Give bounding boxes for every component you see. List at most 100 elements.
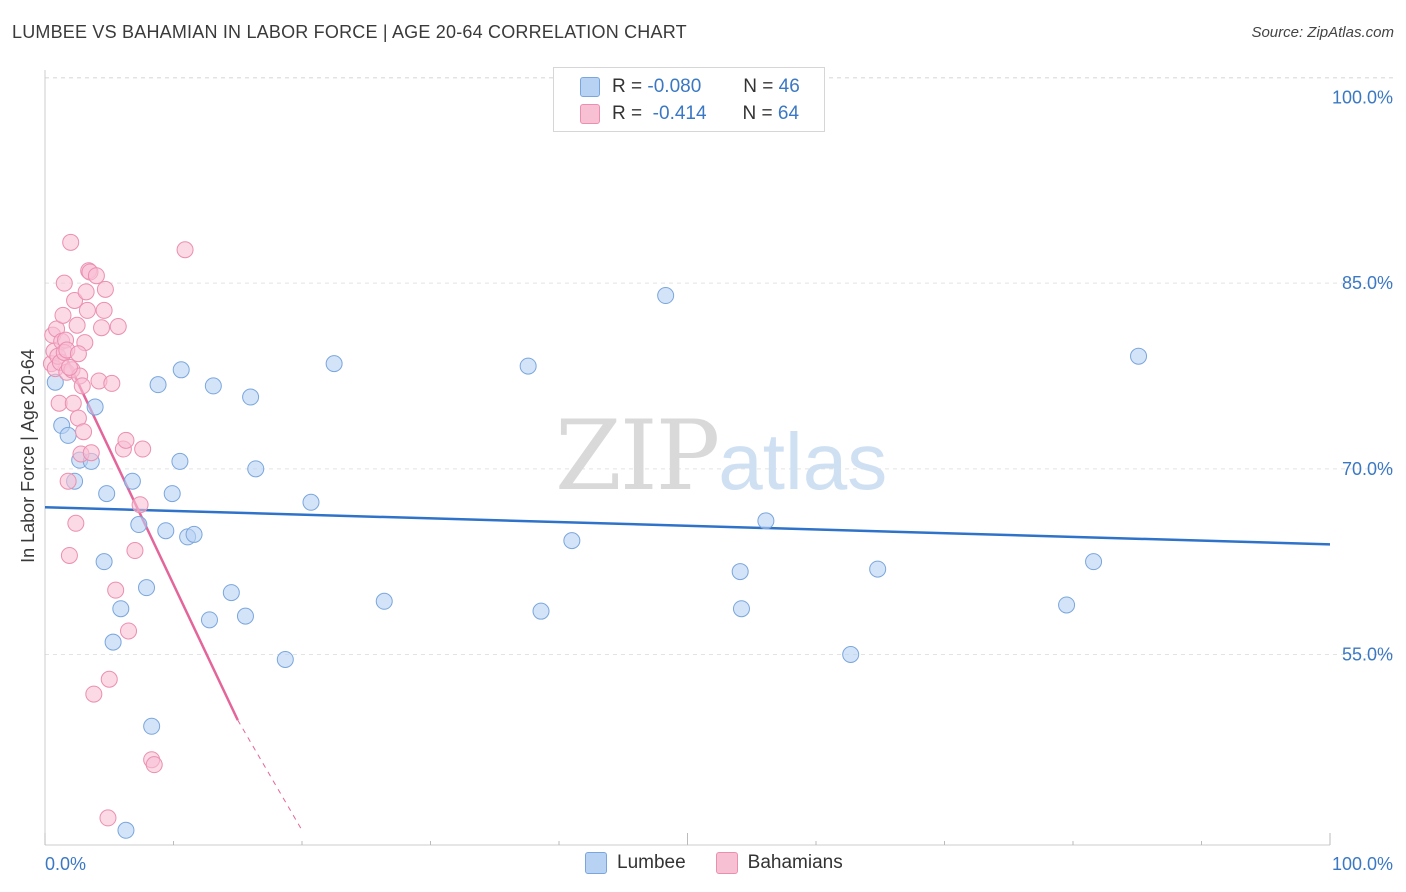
bahamians-point: [134, 440, 152, 458]
bahamians-point: [62, 233, 80, 251]
r-label: R =: [612, 103, 643, 124]
bahamians-point: [176, 241, 194, 259]
lumbee-point: [130, 516, 148, 534]
lumbee-point: [163, 485, 181, 503]
bahamians-point: [96, 280, 114, 298]
series-legend: Lumbee Bahamians: [585, 852, 873, 874]
lumbee-point: [563, 532, 581, 550]
lumbee-point: [86, 398, 104, 416]
bahamians-point: [77, 283, 95, 301]
legend-label: Lumbee: [617, 852, 686, 873]
lumbee-point: [842, 646, 860, 663]
n-value: 46: [778, 76, 800, 97]
lumbee-point: [171, 452, 189, 470]
lumbee-swatch: [580, 77, 600, 97]
bahamians-point: [50, 394, 68, 412]
lumbee-point: [325, 355, 343, 373]
lumbee-point: [200, 611, 218, 629]
lumbee-point: [172, 361, 190, 379]
lumbee-point: [869, 560, 887, 578]
bahamians-point: [107, 581, 125, 599]
source-label: Source: ZipAtlas.com: [1251, 24, 1394, 41]
legend-label: Bahamians: [747, 852, 843, 873]
y-tick-label: 55.0%: [1342, 645, 1393, 665]
lumbee-point: [375, 592, 393, 610]
lumbee-point: [157, 522, 175, 540]
lumbee-point: [242, 388, 260, 406]
legend-item-lumbee: Lumbee: [585, 852, 686, 874]
n-value: 64: [777, 103, 800, 124]
lumbee-point: [95, 553, 113, 571]
lumbee-point: [519, 357, 537, 375]
x-tick-labels: 0.0% 100.0%: [45, 854, 1393, 874]
bahamians-point: [78, 301, 96, 319]
bahamians-point: [75, 423, 93, 441]
bahamians-point: [120, 622, 138, 640]
lumbee-point: [732, 600, 750, 618]
x-tick-label: 0.0%: [45, 854, 86, 874]
lumbee-point: [1085, 553, 1103, 571]
lumbee-point: [532, 602, 550, 620]
bahamians-point: [100, 670, 118, 688]
bahamians-point: [64, 394, 82, 412]
n-label: N =: [742, 103, 773, 124]
data-points: [42, 233, 1148, 839]
bahamians-point: [73, 377, 91, 395]
bahamians-point: [68, 316, 86, 334]
grid-lines: [45, 77, 1393, 655]
legend-row-bahamians: R = -0.414 N = 64: [580, 102, 799, 126]
bahamians-point: [99, 809, 117, 827]
lumbee-point: [149, 376, 167, 394]
bahamians-point: [82, 444, 100, 462]
bahamians-point: [55, 274, 73, 292]
lumbee-point: [143, 717, 161, 735]
bahamians-point: [93, 319, 111, 337]
watermark: ZIPatlas: [555, 400, 888, 512]
lumbee-point: [204, 377, 222, 395]
lumbee-swatch: [585, 852, 607, 874]
bahamians-point: [85, 685, 103, 703]
lumbee-point: [757, 512, 775, 530]
lumbee-point: [185, 525, 203, 543]
r-label: R =: [612, 76, 643, 97]
lumbee-point: [1058, 596, 1076, 614]
lumbee-trend-line: [44, 505, 1331, 546]
lumbee-point: [1130, 347, 1148, 365]
bahamians-swatch: [715, 852, 738, 874]
bahamians-point: [117, 431, 135, 449]
y-tick-label: 85.0%: [1342, 273, 1393, 293]
bahamians-point: [54, 306, 72, 324]
bahamians-point: [87, 267, 105, 285]
bahamians-point: [131, 496, 149, 514]
bahamians-point: [60, 546, 78, 564]
bahamians-point: [145, 756, 163, 774]
bahamians-point: [67, 514, 85, 532]
y-tick-labels: 100.0% 85.0% 70.0% 55.0%: [1332, 88, 1393, 665]
lumbee-point: [112, 600, 130, 618]
lumbee-point: [98, 485, 116, 503]
y-tick-label: 100.0%: [1332, 88, 1393, 108]
y-axis-label: In Labor Force | Age 20-64: [18, 349, 38, 563]
lumbee-point: [276, 650, 294, 668]
lumbee-point: [302, 493, 320, 511]
legend-row-lumbee: R = -0.080 N = 46: [580, 75, 800, 99]
bahamians-point: [109, 317, 127, 335]
lumbee-point: [236, 607, 254, 625]
x-tick-label: 100.0%: [1332, 854, 1393, 874]
lumbee-point: [138, 579, 156, 597]
lumbee-point: [247, 460, 265, 478]
bahamians-point: [60, 358, 78, 376]
bahamians-swatch: [580, 104, 600, 124]
y-tick-label: 70.0%: [1342, 459, 1393, 479]
lumbee-point: [222, 584, 240, 602]
lumbee-point: [123, 472, 141, 490]
bahamians-point: [126, 542, 144, 560]
lumbee-point: [657, 287, 675, 305]
bahamians-point: [103, 374, 121, 392]
bahamians-trend-line: [237, 719, 303, 831]
stats-legend: R = -0.080 N = 46 R = -0.414 N = 64: [553, 67, 825, 132]
bahamians-point: [69, 345, 87, 363]
lumbee-point: [59, 426, 77, 444]
bahamians-point: [95, 301, 113, 319]
bahamians-point: [59, 472, 77, 490]
